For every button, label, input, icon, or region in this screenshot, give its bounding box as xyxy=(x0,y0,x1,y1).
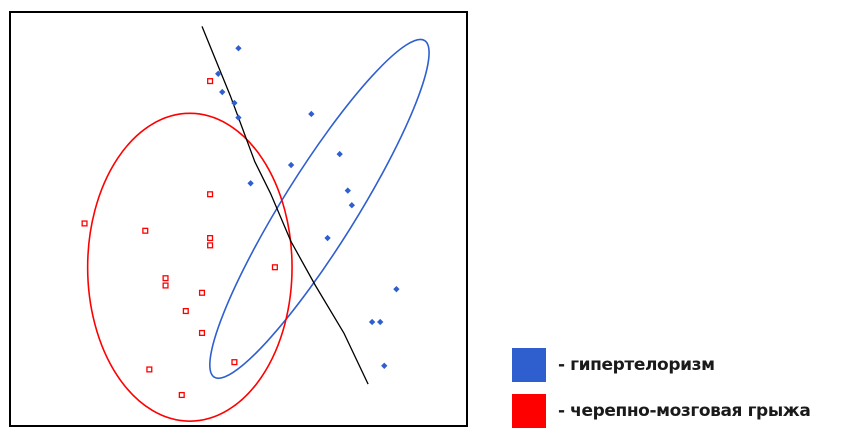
data-point-0-14 xyxy=(368,318,376,326)
data-point-1-6 xyxy=(271,264,278,271)
plot-shapes-layer xyxy=(81,26,430,422)
separator-line xyxy=(201,26,369,385)
data-point-1-14 xyxy=(178,391,185,399)
legend-swatch-hypertelorism xyxy=(512,348,546,382)
plot-frame xyxy=(9,11,468,427)
data-point-1-3 xyxy=(142,227,149,234)
data-point-0-8 xyxy=(247,180,254,187)
data-point-0-12 xyxy=(393,285,400,293)
cluster-ellipse-1 xyxy=(86,112,293,422)
legend-label-hypertelorism: - гипертелоризм xyxy=(558,355,715,375)
data-point-1-7 xyxy=(162,275,169,282)
data-point-0-4 xyxy=(235,114,242,121)
data-point-0-6 xyxy=(287,161,295,169)
data-point-1-5 xyxy=(207,242,214,249)
data-point-0-5 xyxy=(308,110,315,118)
legend-item-hypertelorism: - гипертелоризм xyxy=(512,348,862,382)
data-point-0-1 xyxy=(215,70,222,77)
cluster-ellipse-0 xyxy=(209,38,430,380)
data-point-0-0 xyxy=(235,45,242,52)
legend: - гипертелоризм - черепно-мозговая грыжа xyxy=(512,348,862,440)
data-point-0-2 xyxy=(219,88,226,96)
legend-swatch-encephalocele xyxy=(512,394,546,428)
legend-label-encephalocele: - черепно-мозговая грыжа xyxy=(558,401,811,421)
data-point-1-12 xyxy=(231,359,238,366)
data-point-1-2 xyxy=(207,191,214,198)
data-point-0-11 xyxy=(324,234,331,242)
data-point-0-3 xyxy=(231,99,238,107)
legend-item-encephalocele: - черепно-мозговая грыжа xyxy=(512,394,862,428)
data-point-0-13 xyxy=(377,318,384,326)
data-point-0-7 xyxy=(336,150,343,158)
data-point-1-0 xyxy=(207,78,214,85)
data-point-0-9 xyxy=(344,187,351,194)
data-point-1-4 xyxy=(207,234,214,242)
data-point-1-9 xyxy=(198,289,206,296)
scatter-plot xyxy=(9,11,468,427)
data-point-0-10 xyxy=(348,202,356,209)
data-point-1-1 xyxy=(81,220,88,227)
data-point-0-15 xyxy=(381,362,388,369)
data-point-1-10 xyxy=(182,307,189,315)
data-point-1-11 xyxy=(198,329,206,336)
data-point-1-13 xyxy=(146,366,153,373)
data-point-1-8 xyxy=(162,282,169,289)
